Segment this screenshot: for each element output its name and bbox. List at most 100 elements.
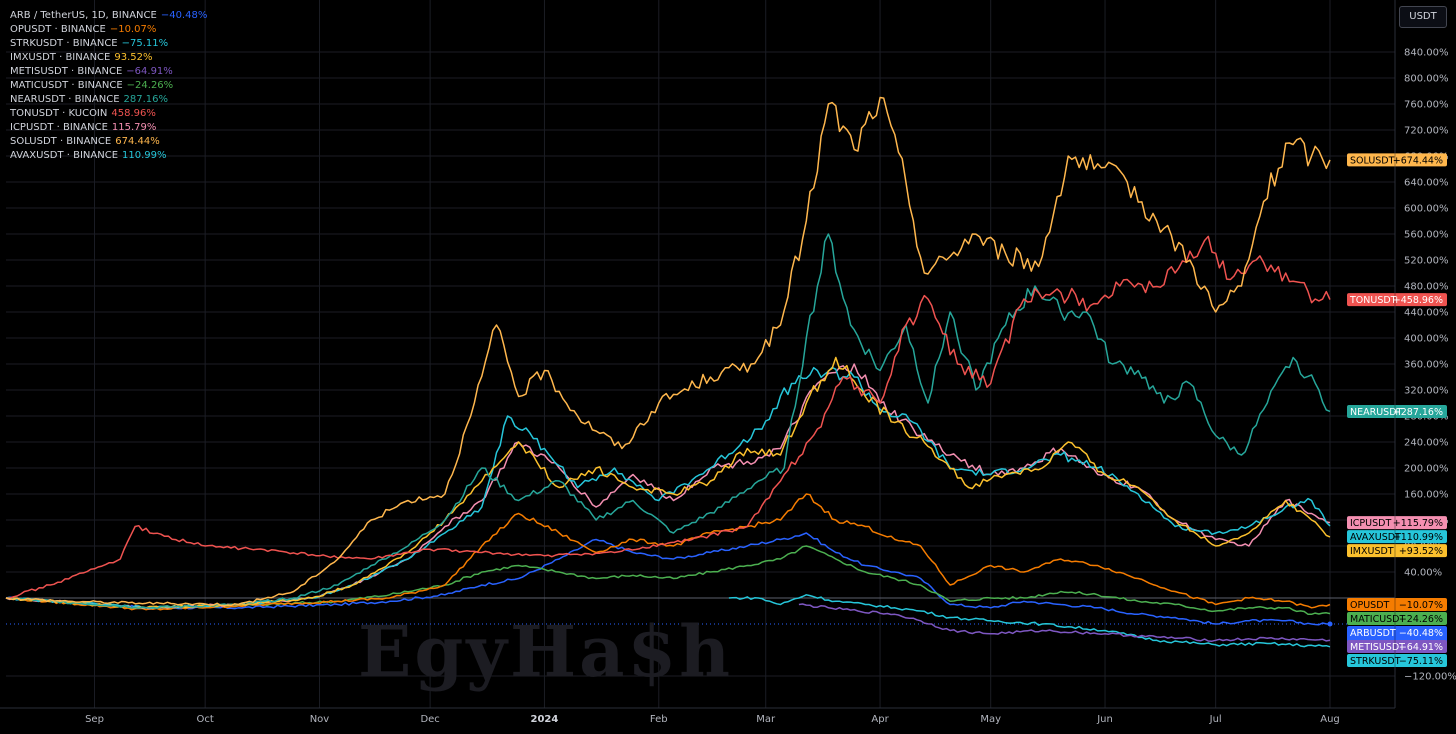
legend-item-value: 110.99% [122, 150, 167, 161]
legend-item-value: 115.79% [111, 122, 157, 133]
legend-item-name: AVAXUSDT · BINANCE [10, 150, 119, 161]
price-label-avaxusdt: AVAXUSDT+110.99% [1347, 530, 1447, 544]
price-label-tonusdt: TONUSDT+458.96% [1347, 293, 1447, 307]
series-line-arbusdt [5, 532, 1331, 626]
legend-item-name: ICPUSDT · BINANCE [10, 122, 108, 133]
x-tick-label: Sep [85, 714, 104, 725]
grid-lines [6, 0, 1395, 708]
x-tick-label: Apr [871, 714, 889, 725]
series-price-labels: SOLUSDT+674.44% TONUSDT+458.96% NEARUSDT+2… [1347, 153, 1447, 667]
legend-item[interactable]: NEARUSDT · BINANCE 287.16% [10, 93, 207, 107]
legend-item[interactable]: ARB / TetherUS, 1D, BINANCE −40.48% [10, 9, 207, 23]
price-label-bg [1347, 404, 1447, 418]
watermark-logo: EgyHa$h [358, 610, 734, 693]
legend-item-value: 93.52% [114, 52, 153, 63]
legend-item[interactable]: SOLUSDT · BINANCE 674.44% [10, 135, 207, 149]
y-tick-label: 560.00% [1404, 230, 1449, 241]
price-label-bg [1347, 612, 1447, 625]
price-label-name: MATICUSDT [1350, 614, 1405, 625]
y-tick-label: 760.00% [1404, 100, 1449, 111]
y-tick-label: 400.00% [1404, 334, 1449, 345]
price-label-solusdt: SOLUSDT+674.44% [1347, 153, 1447, 167]
price-label-name: ICPUSDT [1350, 518, 1391, 529]
y-tick-label: 800.00% [1404, 74, 1449, 85]
x-tick-label: Feb [650, 714, 668, 725]
legend-item-name: METISUSDT · BINANCE [10, 66, 123, 77]
price-label-name: IMXUSDT [1350, 546, 1394, 557]
price-label-value: +110.99% [1393, 532, 1443, 543]
legend-item-name: IMXUSDT · BINANCE [10, 52, 111, 63]
price-label-bg [1347, 516, 1447, 530]
chart-legend: ARB / TetherUS, 1D, BINANCE −40.48% OPUSDT… [10, 9, 207, 163]
legend-item-name: NEARUSDT · BINANCE [10, 94, 120, 105]
x-tick-label: 2024 [531, 714, 559, 725]
price-label-value: −10.07% [1399, 600, 1443, 611]
currency-button[interactable]: USDT [1399, 6, 1447, 28]
legend-item[interactable]: AVAXUSDT · BINANCE 110.99% [10, 149, 207, 163]
legend-item-value: 674.44% [115, 136, 160, 147]
x-tick-label: Nov [310, 714, 330, 725]
price-label-bg [1347, 654, 1447, 667]
legend-item[interactable]: OPUSDT · BINANCE −10.07% [10, 23, 207, 37]
arb-last-point [1327, 621, 1333, 627]
price-label-name: OPUSDT [1350, 600, 1390, 611]
price-label-bg [1347, 544, 1447, 558]
series-line-tonusdt [5, 235, 1331, 599]
price-label-value: −75.11% [1399, 656, 1443, 667]
price-label-strkusdt: STRKUSDT−75.11% [1347, 654, 1447, 667]
series-line-metisusdt [798, 603, 1331, 642]
price-label-bg [1347, 153, 1447, 167]
price-label-value: −24.26% [1399, 614, 1443, 625]
legend-item-name: MATICUSDT · BINANCE [10, 80, 123, 91]
price-label-bg [1347, 530, 1447, 544]
legend-item[interactable]: MATICUSDT · BINANCE −24.26% [10, 79, 207, 93]
price-label-value: +93.52% [1399, 546, 1443, 557]
y-tick-label: −120.00% [1404, 672, 1456, 683]
legend-item-value: 287.16% [123, 94, 169, 105]
x-axis-labels: Sep Oct Nov Dec 2024 Feb Mar Apr May Jun Jul Aug [85, 714, 1340, 725]
legend-item-value: −75.11% [121, 38, 169, 49]
price-label-maticusdt: MATICUSDT−24.26% [1347, 612, 1447, 625]
y-tick-label: 520.00% [1404, 256, 1449, 267]
legend-item[interactable]: TONUSDT · KUCOIN 458.96% [10, 107, 207, 121]
y-tick-label: 240.00% [1404, 438, 1449, 449]
x-tick-label: Jul [1209, 714, 1222, 725]
price-label-value: −40.48% [1399, 628, 1443, 639]
x-tick-label: Dec [420, 714, 439, 725]
series-line-nearusdt [5, 233, 1331, 610]
price-label-name: ARBUSDT [1350, 628, 1396, 639]
legend-item-value: 458.96% [111, 108, 156, 119]
price-label-bg [1347, 598, 1447, 611]
price-label-opusdt: OPUSDT −10.07% [1347, 598, 1447, 611]
legend-item[interactable]: ICPUSDT · BINANCE 115.79% [10, 121, 207, 135]
price-label-imxusdt: IMXUSDT +93.52% [1347, 544, 1447, 558]
y-tick-label: 440.00% [1404, 308, 1449, 319]
price-label-icpusdt: ICPUSDT +115.79% [1347, 516, 1447, 530]
y-tick-label: 320.00% [1404, 386, 1449, 397]
price-label-name: AVAXUSDT [1350, 532, 1401, 543]
price-label-bg [1347, 293, 1447, 307]
price-label-value: +287.16% [1393, 407, 1443, 418]
price-label-value: +115.79% [1393, 518, 1443, 529]
y-tick-label: 840.00% [1404, 48, 1449, 59]
price-label-name: METISUSDT [1350, 642, 1405, 653]
legend-item-name: SOLUSDT · BINANCE [10, 136, 112, 147]
price-label-name: STRKUSDT [1350, 656, 1401, 667]
legend-item[interactable]: IMXUSDT · BINANCE 93.52% [10, 51, 207, 65]
x-tick-label: Aug [1320, 714, 1340, 725]
legend-item-value: −24.26% [126, 80, 174, 91]
legend-item[interactable]: STRKUSDT · BINANCE −75.11% [10, 37, 207, 51]
price-label-value: +458.96% [1393, 295, 1443, 306]
x-tick-label: Jun [1096, 714, 1113, 725]
legend-item-value: −64.91% [126, 66, 173, 77]
price-label-value: +674.44% [1393, 155, 1443, 166]
price-label-value: −64.91% [1399, 642, 1443, 653]
x-tick-label: May [980, 714, 1001, 725]
y-tick-label: 720.00% [1404, 126, 1449, 137]
price-label-name: SOLUSDT [1350, 155, 1395, 166]
legend-item-value: −10.07% [109, 24, 157, 35]
y-tick-label: 640.00% [1404, 178, 1449, 189]
legend-item[interactable]: METISUSDT · BINANCE −64.91% [10, 65, 207, 79]
